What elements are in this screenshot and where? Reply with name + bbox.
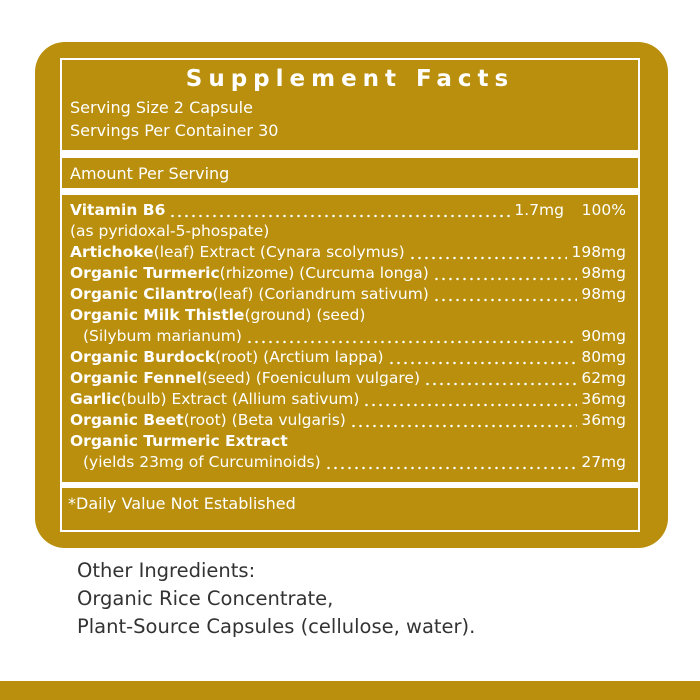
daily-value: 100%	[581, 201, 626, 219]
servings-per-container: Servings Per Container 30	[70, 121, 279, 140]
ingredient-amount: 98mg	[581, 285, 626, 303]
leader	[363, 389, 578, 410]
ingredient-list: Vitamin B6 1.7mg 100% (as pyridoxal-5-phosp…	[62, 195, 638, 473]
ingredient-note: (as pyridoxal-5-phospate)	[70, 222, 270, 240]
panel-frame: Supplement Facts Serving Size 2 Capsule …	[60, 58, 640, 532]
ingredient-amount: 80mg	[581, 348, 626, 366]
ingredient-detail: (root) (Arctium lappa)	[215, 348, 384, 366]
ingredient-detail: (rhizome) (Curcuma longa)	[219, 264, 429, 282]
ingredient-name: Organic Burdock	[70, 348, 216, 366]
ingredient-row: Organic Beet (root) (Beta vulgaris) 36mg	[70, 410, 626, 431]
ingredient-row: Artichoke (leaf) Extract (Cynara scolymu…	[70, 242, 626, 263]
ingredient-amount: 98mg	[581, 264, 626, 282]
other-line: Plant-Source Capsules (cellulose, water)…	[77, 615, 476, 638]
ingredient-name: Organic Milk Thistle	[70, 306, 245, 324]
other-heading: Other Ingredients:	[77, 559, 256, 582]
ingredient-row: Organic Fennel (seed) (Foeniculum vulgar…	[70, 368, 626, 389]
leader	[424, 368, 578, 389]
ingredient-amount: 36mg	[581, 390, 626, 408]
leader	[245, 326, 578, 347]
ingredient-row: Garlic (bulb) Extract (Allium sativum) 36…	[70, 389, 626, 410]
ingredient-amount: 36mg	[581, 411, 626, 429]
ingredient-detail: (leaf) Extract (Cynara scolymus)	[153, 243, 405, 261]
ingredient-detail: (root) (Beta vulgaris)	[183, 411, 346, 429]
ingredient-row: Vitamin B6 1.7mg 100%	[70, 200, 626, 221]
ingredient-amount: 27mg	[581, 453, 626, 471]
leader	[387, 347, 578, 368]
ingredient-amount: 1.7mg	[514, 201, 564, 219]
ingredient-amount: 62mg	[581, 369, 626, 387]
ingredient-row: Organic Cilantro (leaf) (Coriandrum sati…	[70, 284, 626, 305]
leader	[432, 284, 578, 305]
ingredient-detail: (leaf) (Coriandrum sativum)	[212, 285, 429, 303]
ingredient-detail: (seed) (Foeniculum vulgare)	[201, 369, 421, 387]
leader	[349, 410, 578, 431]
ingredient-row: Organic Milk Thistle (ground) (seed)	[70, 305, 626, 326]
bottom-band	[0, 681, 700, 700]
ingredient-note: (Silybum marianum)	[83, 327, 242, 345]
leader	[169, 200, 511, 221]
ingredient-row: Organic Turmeric Extract	[70, 431, 626, 452]
ingredient-note-row: (as pyridoxal-5-phospate)	[70, 221, 626, 242]
ingredient-name: Artichoke	[70, 243, 154, 261]
leader	[324, 452, 578, 473]
ingredient-detail: (bulb) Extract (Allium sativum)	[120, 390, 360, 408]
ingredient-note: (yields 23mg of Curcuminoids)	[83, 453, 321, 471]
divider	[62, 482, 638, 488]
divider	[62, 188, 638, 195]
leader	[408, 242, 568, 263]
ingredient-name: Organic Turmeric Extract	[70, 432, 288, 450]
panel-title: Supplement Facts	[185, 66, 515, 92]
other-ingredients: Other Ingredients: Organic Rice Concentr…	[77, 557, 475, 641]
divider	[62, 150, 638, 158]
supplement-panel: Supplement Facts Serving Size 2 Capsule …	[35, 42, 668, 548]
ingredient-name: Organic Beet	[70, 411, 184, 429]
footnote: *Daily Value Not Established	[68, 494, 296, 513]
leader	[432, 263, 578, 284]
ingredient-note-row: (Silybum marianum) 90mg	[70, 326, 626, 347]
ingredient-detail: (ground) (seed)	[244, 306, 366, 324]
serving-size: Serving Size 2 Capsule	[70, 98, 253, 117]
ingredient-name: Vitamin B6	[70, 201, 166, 219]
amount-per-serving: Amount Per Serving	[70, 164, 230, 183]
ingredient-note-row: (yields 23mg of Curcuminoids) 27mg	[70, 452, 626, 473]
ingredient-name: Organic Fennel	[70, 369, 202, 387]
ingredient-row: Organic Turmeric (rhizome) (Curcuma long…	[70, 263, 626, 284]
ingredient-amount: 90mg	[581, 327, 626, 345]
other-line: Organic Rice Concentrate,	[77, 587, 334, 610]
ingredient-amount: 198mg	[571, 243, 626, 261]
ingredient-name: Organic Cilantro	[70, 285, 213, 303]
ingredient-row: Organic Burdock (root) (Arctium lappa) 80…	[70, 347, 626, 368]
ingredient-name: Organic Turmeric	[70, 264, 220, 282]
ingredient-name: Garlic	[70, 390, 121, 408]
